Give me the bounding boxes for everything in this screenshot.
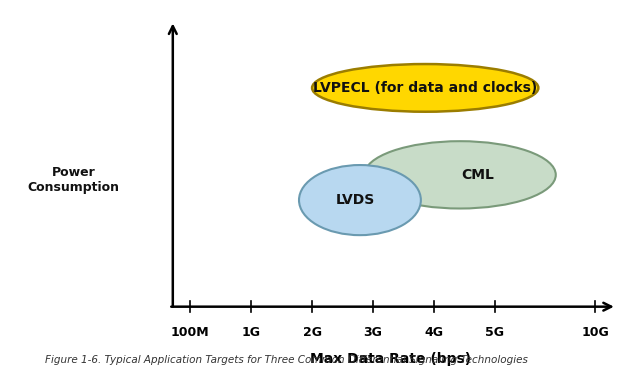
Ellipse shape: [312, 64, 538, 112]
Text: CML: CML: [461, 168, 494, 182]
Text: 100M: 100M: [171, 326, 209, 339]
Text: LVPECL (for data and clocks): LVPECL (for data and clocks): [313, 81, 538, 95]
Text: 2G: 2G: [303, 326, 321, 339]
Text: Figure 1-6. Typical Application Targets for Three Common Differential Signaling : Figure 1-6. Typical Application Targets …: [45, 355, 527, 365]
Text: Power
Consumption: Power Consumption: [28, 166, 120, 193]
Text: 5G: 5G: [485, 326, 504, 339]
Text: 1G: 1G: [242, 326, 260, 339]
Text: 4G: 4G: [424, 326, 444, 339]
Ellipse shape: [364, 141, 556, 209]
Text: Max Data Rate (bps): Max Data Rate (bps): [310, 352, 471, 365]
Text: 10G: 10G: [581, 326, 609, 339]
Text: LVDS: LVDS: [336, 193, 375, 207]
Ellipse shape: [299, 165, 421, 235]
Text: 3G: 3G: [364, 326, 383, 339]
